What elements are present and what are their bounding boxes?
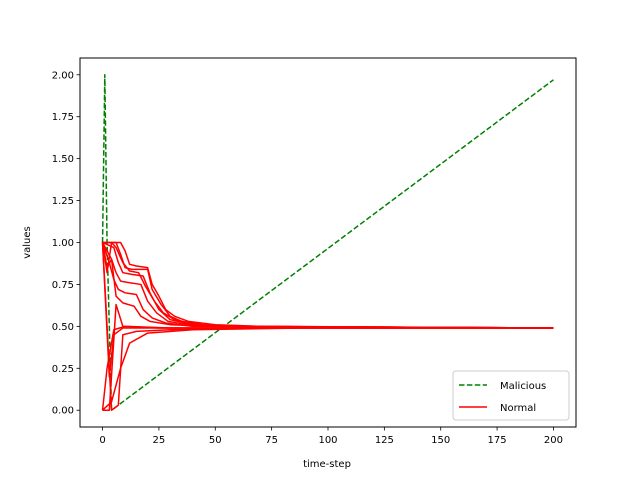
series-line-normal-4	[102, 303, 554, 411]
x-tick-label: 125	[375, 435, 394, 446]
y-tick-label: 0.75	[52, 280, 74, 291]
series-line-normal-5	[102, 327, 554, 411]
y-axis-ticks: 0.00 0.25 0.50 0.75 1.00 1.25 1.50 1.75 2.00	[52, 70, 80, 417]
x-axis-ticks: 0 25 50 75 100 125 150 175 200	[99, 427, 563, 446]
y-tick-label: 0.00	[52, 406, 74, 417]
y-tick-label: 1.00	[52, 238, 74, 249]
y-tick-label: 1.50	[52, 154, 74, 165]
x-tick-label: 100	[318, 435, 337, 446]
x-tick-label: 150	[431, 435, 450, 446]
y-tick-label: 0.25	[52, 364, 74, 375]
y-tick-label: 2.00	[52, 70, 74, 81]
x-tick-label: 25	[153, 435, 166, 446]
x-tick-label: 50	[209, 435, 222, 446]
y-tick-label: 1.25	[52, 196, 74, 207]
x-tick-label: 175	[488, 435, 507, 446]
legend-label-malicious: Malicious	[500, 381, 546, 392]
y-tick-label: 0.50	[52, 322, 74, 333]
legend-label-normal: Normal	[500, 403, 536, 414]
x-axis-label: time-step	[303, 459, 351, 470]
y-tick-label: 1.75	[52, 112, 74, 123]
x-tick-label: 0	[99, 435, 105, 446]
series-line-normal-12	[101, 241, 554, 329]
series-line-normal-11	[101, 242, 554, 329]
x-tick-label: 75	[265, 435, 278, 446]
x-tick-label: 200	[544, 435, 563, 446]
legend: Malicious Normal	[452, 370, 570, 421]
y-axis-label: values	[22, 226, 33, 259]
series-line-normal-6	[102, 241, 554, 329]
plot-lines	[101, 74, 554, 411]
